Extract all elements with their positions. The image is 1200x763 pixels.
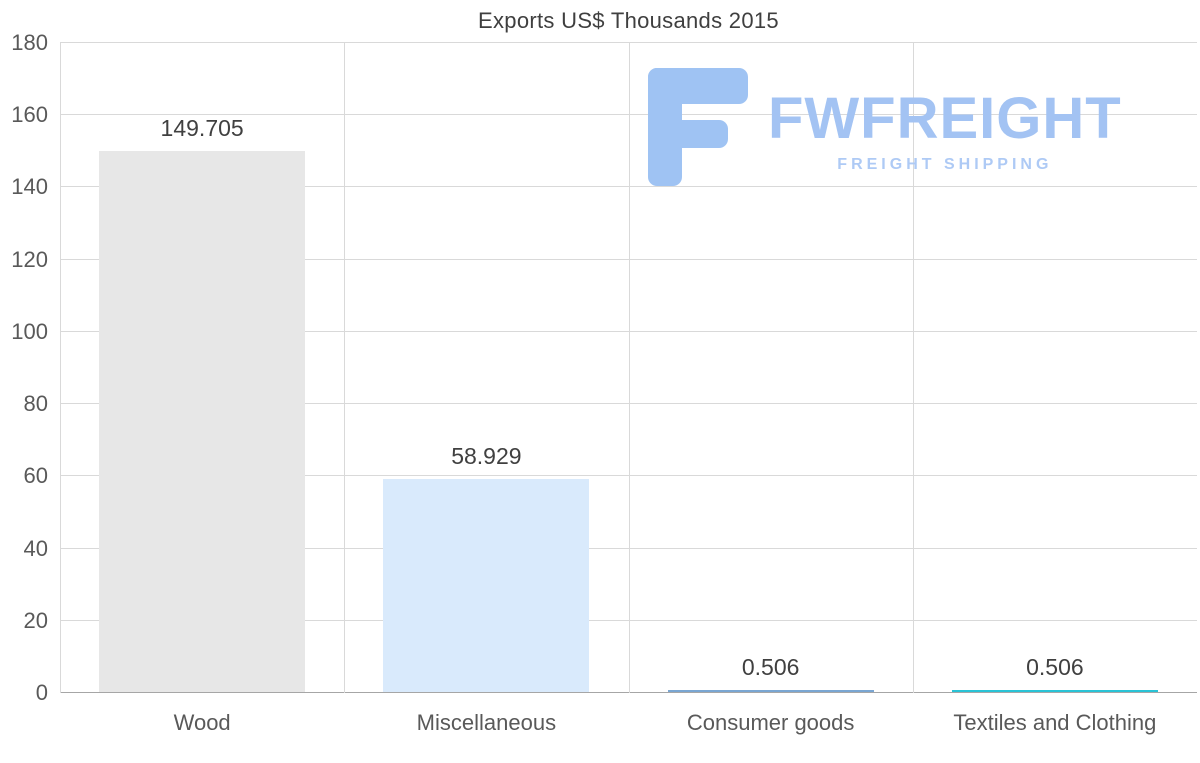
bar-value-label: 149.705 (160, 115, 244, 141)
bar-value-label: 0.506 (741, 654, 800, 680)
logo-text: FWFREIGHT (768, 86, 1122, 151)
x-category-label: Miscellaneous (416, 710, 557, 735)
bar-consumer-goods (667, 690, 874, 692)
bar-value-label: 58.929 (451, 443, 522, 469)
bar-wood (99, 151, 306, 692)
x-axis: Wood Miscellaneous Consumer goods Textiles … (60, 706, 1197, 740)
logo-text-block: FWFREIGHT FREIGHT SHIPPING (768, 90, 1122, 174)
y-tick-label: 80 (23, 391, 48, 417)
logo-subtext: FREIGHT SHIPPING (837, 156, 1053, 173)
x-category-label: Wood (173, 710, 231, 735)
plot-area: 149.705 58.929 0.506 0.506 (60, 42, 1197, 693)
y-tick-label: 100 (11, 318, 48, 344)
bar-value-label: 0.506 (1026, 654, 1084, 680)
gridline-horizontal (60, 42, 1197, 43)
gridline-vertical (912, 43, 914, 693)
y-axis: 0 20 40 60 80 100 120 140 160 180 (0, 30, 48, 705)
gridline-vertical (628, 43, 630, 693)
bar-textiles-and-clothing (951, 690, 1158, 692)
fwfreight-logo: FWFREIGHT FREIGHT SHIPPING (648, 68, 1122, 186)
bar-miscellaneous (383, 479, 590, 692)
y-tick-label: 180 (11, 30, 48, 55)
y-tick-label: 140 (11, 174, 48, 200)
y-tick-label: 40 (23, 535, 48, 561)
gridline-vertical (344, 43, 346, 693)
fwfreight-logo-icon (648, 68, 748, 186)
y-tick-label: 160 (11, 102, 48, 128)
x-category-label: Consumer goods (686, 710, 855, 735)
y-tick-label: 60 (23, 463, 48, 489)
chart-title: Exports US$ Thousands 2015 (478, 8, 779, 33)
y-tick-label: 0 (35, 680, 48, 705)
y-tick-label: 20 (23, 607, 48, 633)
y-tick-label: 120 (11, 246, 48, 272)
x-category-label: Textiles and Clothing (953, 710, 1157, 735)
y-axis-line (60, 43, 61, 693)
